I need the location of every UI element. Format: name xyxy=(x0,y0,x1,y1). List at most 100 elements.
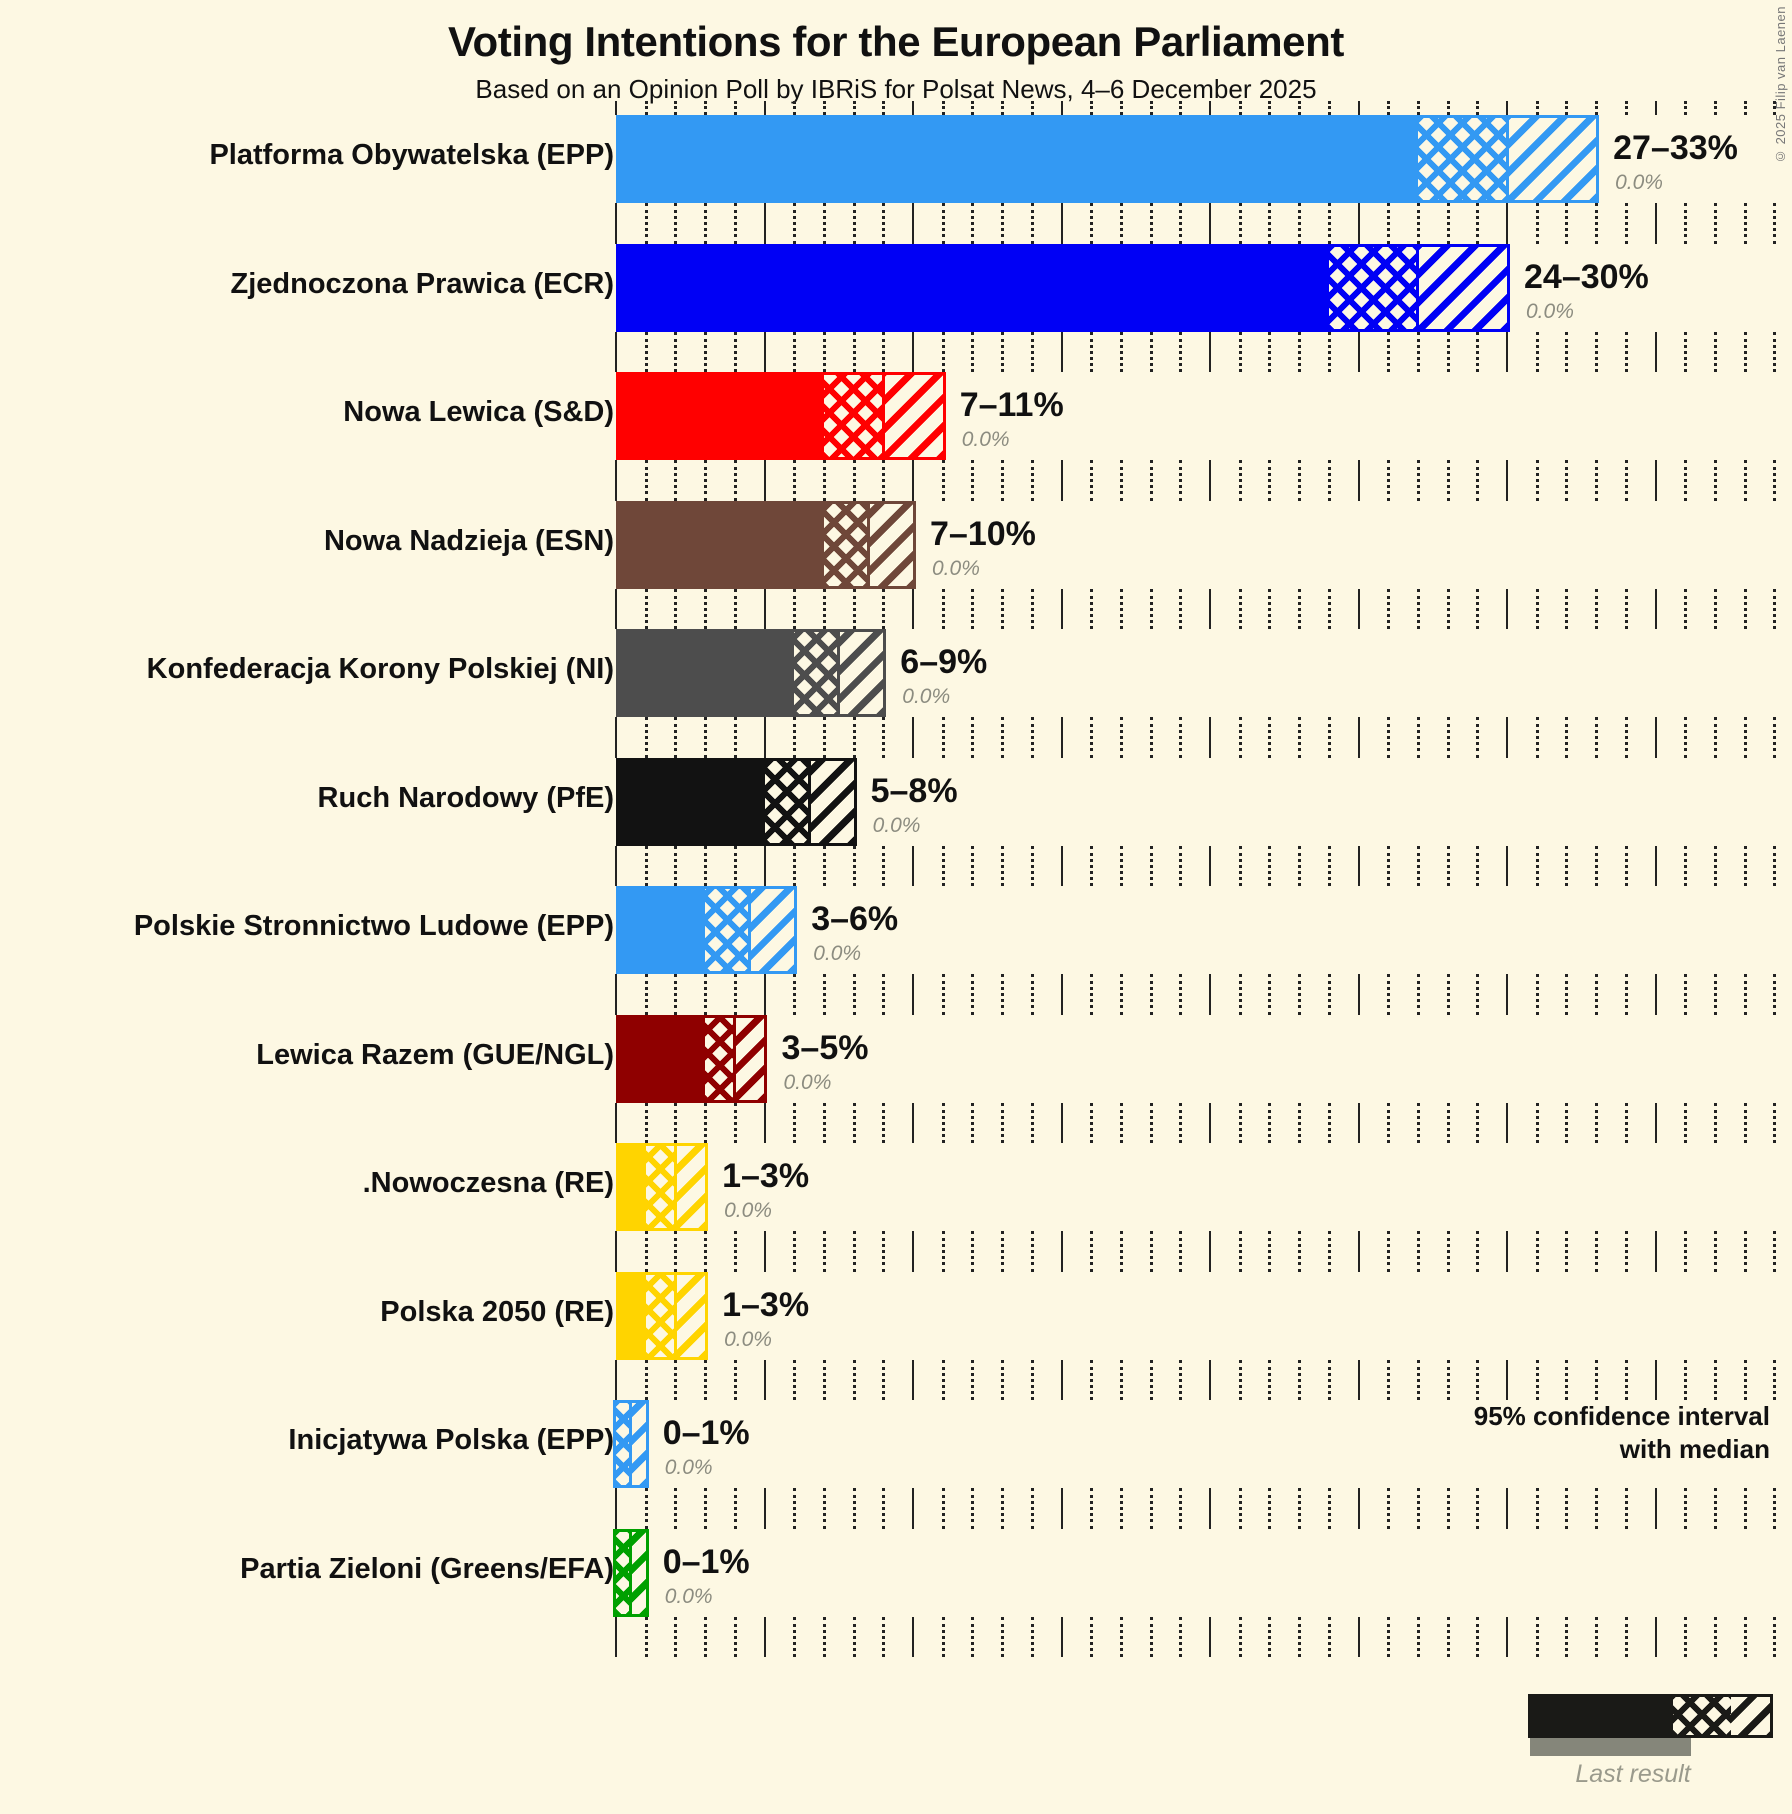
gridline-major xyxy=(1654,460,1657,501)
last-result-value: 0.0% xyxy=(872,813,921,837)
gridline-minor xyxy=(971,717,975,758)
gridline-minor xyxy=(1327,460,1331,501)
gridline-major xyxy=(763,1488,766,1529)
gridline-minor xyxy=(1624,203,1628,244)
gridline-minor xyxy=(1268,1102,1272,1143)
gridline-minor xyxy=(882,974,886,1015)
gridline-minor xyxy=(1713,845,1717,886)
gridline-minor xyxy=(644,717,648,758)
gridline-major xyxy=(912,1359,914,1400)
last-result-value: 0.0% xyxy=(1615,171,1663,194)
gridline-minor xyxy=(1595,845,1599,886)
gridline-major xyxy=(1209,101,1211,115)
gridline-minor xyxy=(1476,974,1480,1015)
interval-value-label: 0–1% xyxy=(662,1414,750,1452)
median-marker xyxy=(673,1143,677,1231)
gridline-minor xyxy=(1773,1488,1777,1529)
gridline-minor xyxy=(941,717,945,758)
gridline-minor xyxy=(1298,460,1302,501)
gridline-minor xyxy=(1268,1488,1272,1529)
gridline-minor xyxy=(1238,203,1242,244)
gridline-minor xyxy=(704,460,708,501)
gridline-major xyxy=(1060,1488,1063,1529)
confidence-interval-bar xyxy=(616,1143,709,1231)
gridline-minor xyxy=(1327,1359,1331,1400)
gridline-minor xyxy=(1090,845,1094,886)
bar-solid-segment xyxy=(616,115,1418,203)
gridline-minor xyxy=(1238,331,1242,372)
gridline-minor xyxy=(644,1102,648,1143)
gridline-minor xyxy=(1268,1616,1272,1657)
gridline-minor xyxy=(1149,1488,1153,1529)
gridline-major xyxy=(1060,331,1063,372)
gridline-major xyxy=(912,1231,914,1272)
gridline-minor xyxy=(971,1359,975,1400)
bar-solid-segment xyxy=(616,372,824,460)
gridline-minor xyxy=(1238,588,1242,629)
bar-crosshatch-segment xyxy=(1328,243,1418,332)
party-label: Zjednoczona Prawica (ECR) xyxy=(230,267,614,300)
gridline-minor xyxy=(1090,974,1094,1015)
legend-last-result-swatch xyxy=(1530,1738,1691,1756)
gridline-minor xyxy=(1684,1102,1688,1143)
last-result-value: 0.0% xyxy=(961,428,1010,451)
gridline-major xyxy=(1506,974,1508,1015)
interval-value-label: 3–5% xyxy=(781,1028,869,1067)
gridline-major xyxy=(1357,460,1360,501)
gridline-minor xyxy=(1743,845,1747,886)
gridline-minor xyxy=(1743,1231,1747,1272)
gridline-major xyxy=(1357,331,1360,372)
gridline-minor xyxy=(1713,588,1717,629)
gridline-minor xyxy=(644,203,648,244)
gridline-minor xyxy=(1149,717,1153,758)
bar-solid-segment xyxy=(616,1014,706,1103)
gridline-minor xyxy=(1119,1359,1123,1400)
interval-value-label: 7–10% xyxy=(930,514,1036,553)
gridline-minor xyxy=(1090,460,1094,501)
gridline-major xyxy=(1506,845,1508,886)
gridline-minor xyxy=(1684,845,1688,886)
gridline-major xyxy=(1209,331,1211,372)
gridline-minor xyxy=(1298,1359,1302,1400)
gridline-minor xyxy=(852,203,856,244)
gridline-major xyxy=(1060,1231,1063,1272)
gridline-minor xyxy=(1149,1359,1153,1400)
gridline-minor xyxy=(1179,1616,1183,1657)
bar-diagonal-segment xyxy=(1507,115,1597,203)
gridline-major xyxy=(1209,1616,1211,1657)
gridline-minor xyxy=(733,974,737,1015)
gridline-minor xyxy=(1238,717,1242,758)
gridline-minor xyxy=(644,974,648,1015)
median-marker xyxy=(748,886,752,974)
gridline-minor xyxy=(1001,203,1005,244)
gridline-minor xyxy=(1565,1488,1569,1529)
gridline-minor xyxy=(1001,1488,1005,1529)
gridline-major xyxy=(1357,1616,1360,1657)
gridline-major xyxy=(763,460,766,501)
gridline-minor xyxy=(1535,1616,1539,1657)
gridline-minor xyxy=(1119,101,1123,115)
legend-swatch xyxy=(1528,1694,1773,1738)
gridline-minor xyxy=(1119,845,1123,886)
gridline-major xyxy=(1060,1616,1063,1657)
gridline-minor xyxy=(793,203,797,244)
bar-diagonal-segment xyxy=(809,757,854,846)
gridline-minor xyxy=(1179,717,1183,758)
gridline-major xyxy=(1060,974,1063,1015)
gridline-minor xyxy=(1713,101,1717,115)
gridline-minor xyxy=(1624,1616,1628,1657)
party-label: Nowa Lewica (S&D) xyxy=(343,396,614,428)
gridline-minor xyxy=(1387,101,1391,115)
gridline-minor xyxy=(941,845,945,886)
gridline-minor xyxy=(1743,331,1747,372)
gridline-minor xyxy=(1416,101,1420,115)
gridline-minor xyxy=(941,1488,945,1529)
gridline-minor xyxy=(882,1488,886,1529)
gridline-minor xyxy=(1713,1359,1717,1400)
gridline-minor xyxy=(1387,717,1391,758)
interval-value-label: 0–1% xyxy=(662,1542,750,1581)
gridline-minor xyxy=(852,1359,856,1400)
gridline-minor xyxy=(852,331,856,372)
gridline-minor xyxy=(1090,331,1094,372)
